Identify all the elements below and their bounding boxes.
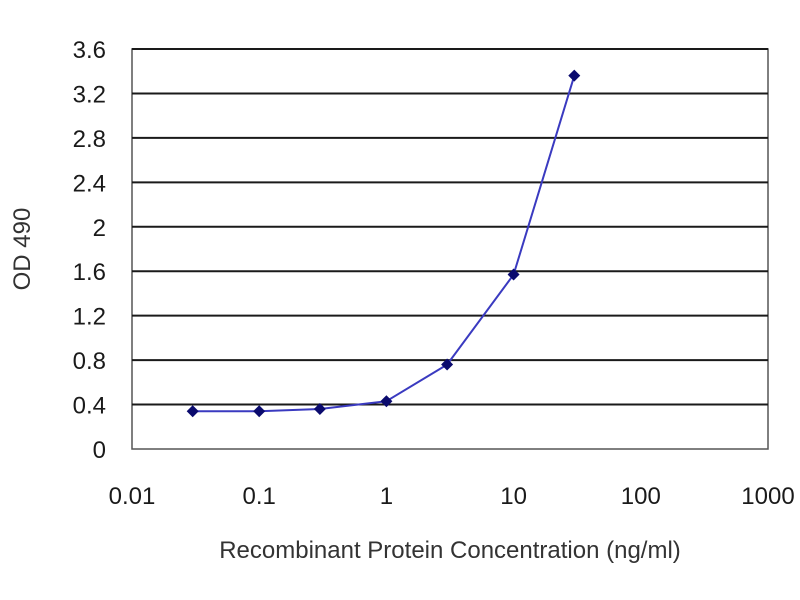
y-tick-label: 2.8: [73, 126, 106, 153]
data-point: [441, 358, 454, 371]
data-point: [253, 405, 266, 418]
y-tick-label: 3.6: [73, 37, 106, 64]
y-tick-label: 0: [93, 437, 106, 464]
x-tick-label: 0.1: [243, 483, 276, 510]
plot-area: [131, 48, 769, 450]
y-tick-label: 2.4: [73, 170, 106, 197]
y-tick-labels: 0 0.4 0.8 1.2 1.6 2 2.4 2.8 3.2 3.6: [73, 37, 106, 464]
data-point: [568, 69, 581, 82]
y-tick-label: 1.2: [73, 304, 106, 331]
x-tick-labels: 0.01 0.1 1 10 100 1000: [109, 483, 795, 510]
data-point: [507, 268, 520, 281]
x-tick-label: 10: [500, 483, 527, 510]
data-point: [380, 395, 393, 408]
y-tick-label: 0.8: [73, 348, 106, 375]
gridlines: [132, 48, 768, 406]
x-tick-label: 0.01: [109, 483, 156, 510]
data-point: [313, 403, 326, 415]
y-tick-label: 3.2: [73, 81, 106, 108]
data-point: [186, 405, 199, 418]
x-tick-label: 1000: [741, 483, 794, 510]
y-tick-label: 0.4: [73, 393, 106, 420]
y-axis-title: OD 490: [9, 208, 36, 291]
x-tick-label: 1: [380, 483, 393, 510]
x-tick-label: 100: [621, 483, 661, 510]
y-tick-label: 2: [93, 215, 106, 242]
x-axis-title: Recombinant Protein Concentration (ng/ml…: [219, 537, 681, 564]
series-group: [186, 69, 581, 418]
y-tick-label: 1.6: [73, 259, 106, 286]
